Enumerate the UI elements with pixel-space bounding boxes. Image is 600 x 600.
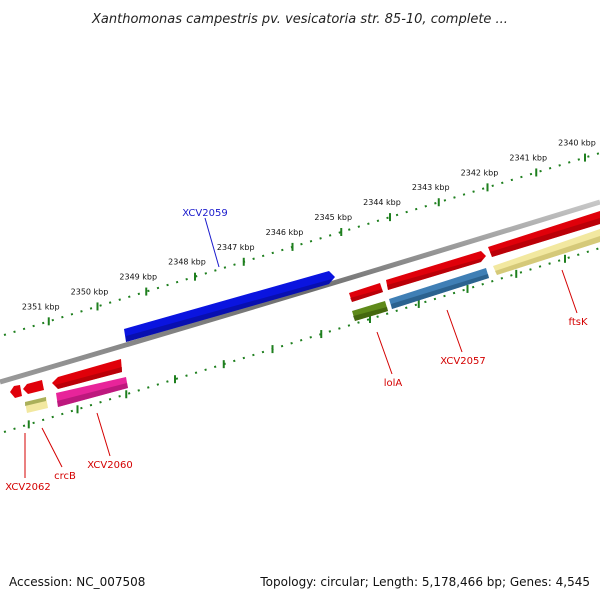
top-ruler-major-ticks — [47, 153, 586, 326]
top-ruler-label: 2350 kbp — [71, 287, 109, 296]
top-ruler-label: 2347 kbp — [217, 243, 255, 252]
gene-XCV2057-cds[interactable] — [389, 268, 489, 309]
label-leader-XCV2057 — [446, 309, 463, 353]
gene-label-ftsK[interactable]: ftsK — [568, 317, 587, 328]
gene-label-XCV2059[interactable]: XCV2059 — [182, 208, 227, 219]
genome-info-text: Topology: circular; Length: 5,178,466 bp… — [259, 575, 590, 589]
top-ruler-label: 2343 kbp — [412, 183, 450, 192]
bottom-ruler-major-ticks — [27, 254, 566, 429]
gene-lolA-arrow[interactable] — [349, 283, 383, 302]
top-ruler-label: 2344 kbp — [363, 198, 401, 207]
gene-XCV2060-cds[interactable] — [56, 377, 128, 407]
genome-backbone — [0, 199, 600, 385]
gene-ftsK-arrow[interactable] — [488, 211, 600, 257]
bottom-ruler-track — [3, 247, 600, 433]
label-leader-ftsK — [561, 269, 578, 314]
gene-crcB-arrow[interactable] — [23, 380, 44, 394]
gene-label-lolA[interactable]: lolA — [384, 378, 403, 389]
gene-lolA-cds[interactable] — [352, 301, 388, 321]
label-leader-XCV2060 — [96, 412, 111, 457]
gene-XCV2059-arrow[interactable] — [124, 271, 335, 342]
gene-label-XCV2057[interactable]: XCV2057 — [440, 356, 485, 367]
top-ruler-label: 2342 kbp — [461, 168, 499, 177]
gene-labels: XCV2059 ftsK XCV2057 lolA XCV2060 crcB X… — [5, 208, 588, 493]
top-ruler-label: 2341 kbp — [509, 153, 547, 162]
gene-crcB-rna[interactable] — [25, 397, 48, 413]
gene-XCV2057-arrow[interactable] — [386, 251, 486, 290]
label-leader-crcB — [41, 427, 63, 468]
gene-label-XCV2060[interactable]: XCV2060 — [87, 460, 132, 471]
top-ruler-label: 2345 kbp — [314, 213, 352, 222]
label-leader-XCV2059 — [204, 217, 220, 268]
top-ruler: 2340 kbp 2341 kbp 2342 kbp 2343 kbp 2344 kbp… — [3, 139, 600, 336]
bottom-ruler — [3, 247, 600, 433]
gene-XCV2062-arrow[interactable] — [10, 385, 22, 398]
gene-label-XCV2062[interactable]: XCV2062 — [5, 482, 50, 493]
gene-label-crcB[interactable]: crcB — [54, 471, 76, 482]
gene-features — [10, 211, 600, 413]
top-ruler-label: 2351 kbp — [22, 302, 60, 311]
gene-XCV2060-arrow[interactable] — [52, 359, 122, 389]
gene-ftsK-rna[interactable] — [493, 229, 600, 275]
accession-text: Accession: NC_007508 — [9, 575, 145, 589]
map-title: Xanthomonas campestris pv. vesicatoria s… — [91, 12, 508, 27]
top-ruler-label: 2348 kbp — [168, 258, 206, 267]
top-ruler-label: 2340 kbp — [558, 139, 596, 148]
top-ruler-track — [3, 152, 600, 336]
label-leader-lolA — [376, 331, 393, 375]
top-ruler-labels: 2340 kbp 2341 kbp 2342 kbp 2343 kbp 2344 kbp… — [22, 139, 596, 312]
top-ruler-label: 2346 kbp — [266, 228, 304, 237]
top-ruler-label: 2349 kbp — [119, 273, 157, 282]
